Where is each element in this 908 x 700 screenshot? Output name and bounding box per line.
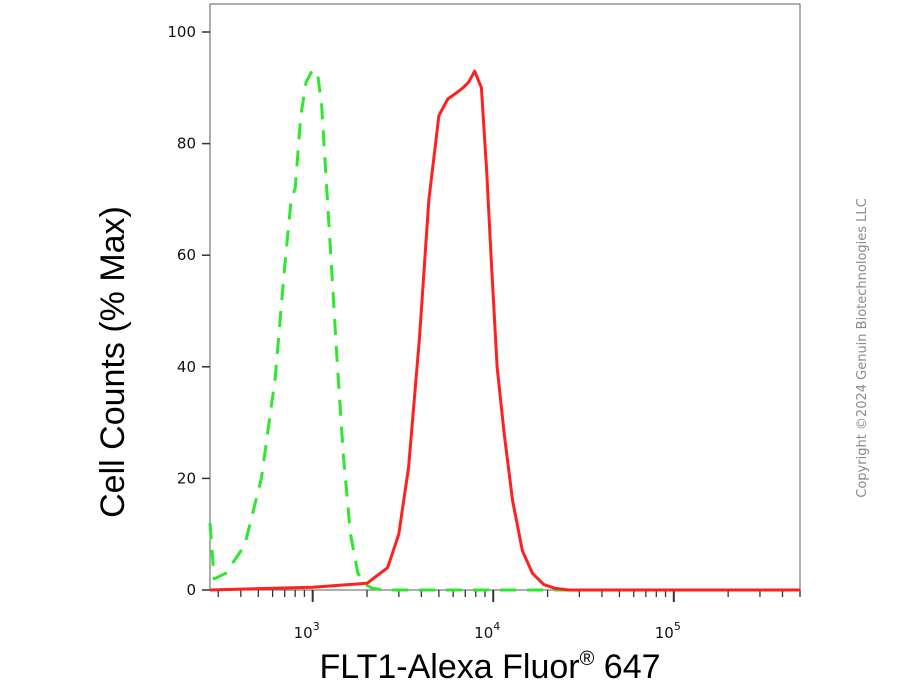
x-axis-label-main: FLT1-Alexa Fluor	[319, 648, 579, 686]
x-tick-label: 105	[655, 620, 681, 642]
series-layer	[208, 69, 800, 592]
y-axis-label: Cell Counts (% Max)	[94, 206, 132, 518]
y-tick-label: 40	[177, 358, 196, 376]
x-tick-label: 103	[294, 620, 320, 642]
y-axis: 0 20 40 60 80 100	[167, 23, 210, 599]
y-tick-label: 100	[167, 23, 196, 41]
x-axis-label: FLT1-Alexa Fluor® 647	[319, 648, 660, 686]
y-tick-label: 20	[177, 469, 196, 487]
sample-histogram-line	[209, 69, 800, 592]
copyright-watermark: Copyright ©2024 Genuin Biotechnologies L…	[855, 198, 870, 497]
y-tick-label: 60	[177, 246, 196, 264]
x-tick-label: 104	[474, 620, 500, 642]
y-tick-label: 0	[186, 581, 196, 599]
x-axis-label-tail: 647	[594, 648, 660, 686]
plot-frame	[209, 3, 801, 591]
x-axis: 103 104 105	[217, 590, 801, 642]
y-tick-label: 80	[177, 135, 196, 153]
control-histogram-line	[208, 69, 800, 592]
registered-mark: ®	[580, 648, 595, 670]
